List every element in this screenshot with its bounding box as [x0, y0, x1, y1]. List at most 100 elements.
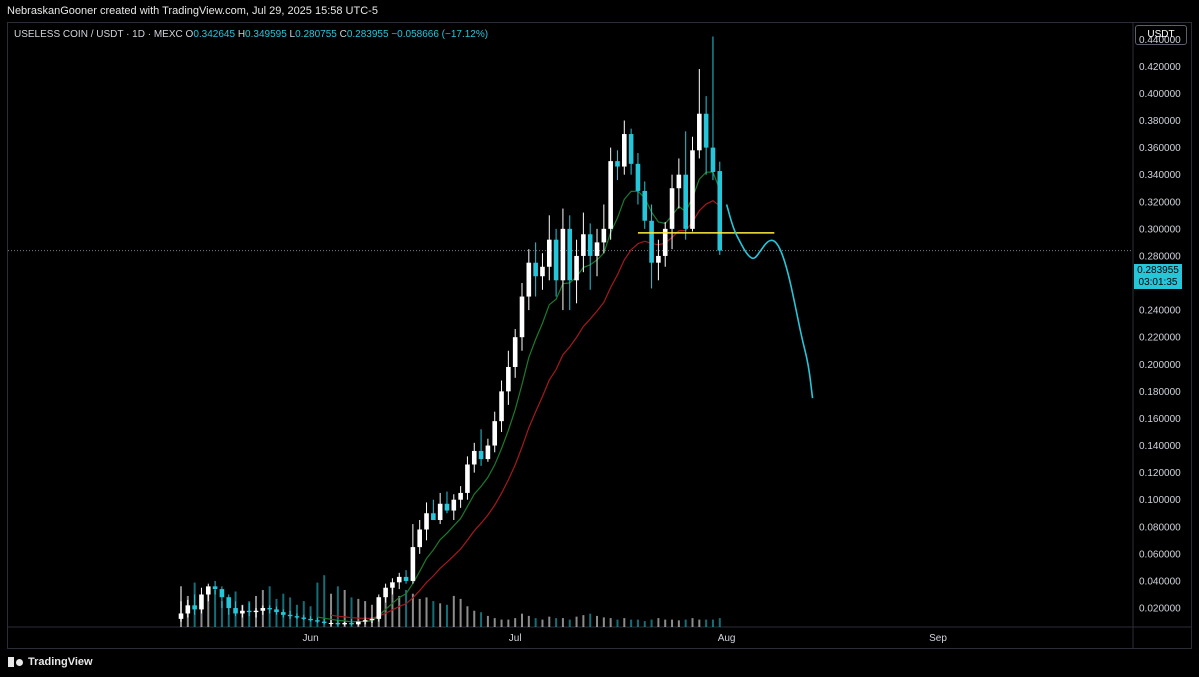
- volume-bar: [602, 617, 605, 627]
- candle-body: [499, 391, 504, 422]
- candle-body: [656, 255, 661, 263]
- candle-body: [321, 621, 327, 623]
- tradingview-logo[interactable]: TradingView: [8, 656, 93, 668]
- volume-bar: [548, 616, 551, 627]
- volume-bar: [452, 595, 455, 627]
- candle-body: [608, 161, 613, 229]
- candle-body: [376, 597, 382, 619]
- volume-bar: [486, 615, 489, 627]
- currency-button[interactable]: USDT: [1135, 25, 1187, 45]
- volume-bar: [302, 601, 305, 627]
- candle-body: [465, 464, 470, 493]
- volume-layer: [180, 575, 721, 627]
- candle-body: [690, 150, 695, 229]
- x-tick-label: Aug: [718, 633, 736, 644]
- symbol-name: USELESS COIN / USDT · 1D · MEXC: [14, 29, 183, 40]
- volume-bar: [568, 619, 571, 627]
- candle-body: [226, 597, 232, 609]
- candle-body: [287, 614, 293, 617]
- candle-body: [519, 296, 525, 338]
- y-tick-label: 0.380000: [1139, 116, 1181, 127]
- symbol-legend: USELESS COIN / USDT · 1D · MEXC O0.34264…: [14, 28, 488, 42]
- volume-bar: [411, 593, 414, 627]
- y-axis: 0.020000 0.040000 0.060000 0.080000 0.100000…: [1139, 35, 1181, 615]
- candle-body: [703, 113, 709, 148]
- candle-body: [458, 492, 463, 500]
- candle-body: [424, 513, 429, 530]
- candle-body: [390, 582, 395, 588]
- candle-body: [471, 450, 477, 465]
- candle-body: [478, 450, 484, 460]
- volume-bar: [527, 615, 530, 627]
- volume-bar: [643, 621, 646, 627]
- volume-bar: [534, 618, 537, 627]
- bar-countdown: 03:01:35: [1138, 277, 1178, 288]
- low-label: L: [289, 29, 296, 40]
- volume-bar: [439, 603, 442, 627]
- volume-bar: [473, 610, 476, 627]
- candle-body: [635, 163, 641, 191]
- candle-body: [451, 499, 457, 511]
- candle-body: [553, 239, 559, 281]
- candle-body: [649, 220, 654, 263]
- candle-body: [315, 620, 320, 622]
- volume-bar: [650, 619, 653, 627]
- volume-bar: [521, 613, 523, 627]
- candle-body: [512, 337, 518, 367]
- volume-bar: [405, 590, 408, 627]
- fast-moving-average: [317, 171, 721, 623]
- candle-body: [274, 609, 279, 613]
- volume-bar: [466, 606, 469, 627]
- volume-bar: [657, 618, 660, 627]
- last-price: 0.283955: [1137, 265, 1179, 276]
- volume-bar: [350, 597, 353, 627]
- volume-bar: [630, 619, 633, 627]
- candle-body: [697, 113, 702, 151]
- volume-bar: [623, 618, 626, 627]
- candle-body: [199, 594, 204, 610]
- volume-bar: [698, 619, 701, 627]
- volume-bar: [459, 598, 462, 627]
- volume-bar: [316, 582, 319, 627]
- candle-body: [492, 421, 498, 446]
- volume-bar: [214, 590, 217, 627]
- y-tick-label: 0.160000: [1139, 414, 1181, 425]
- candle-body: [192, 605, 197, 610]
- y-tick-label: 0.060000: [1139, 549, 1181, 560]
- candle-body: [506, 366, 511, 392]
- candle-body: [383, 587, 388, 598]
- volume-bar: [677, 620, 680, 627]
- volume-bar: [582, 615, 585, 627]
- volume-bar: [561, 618, 564, 627]
- volume-bar: [555, 618, 558, 627]
- candle-body: [396, 576, 402, 583]
- y-tick-label: 0.300000: [1139, 224, 1181, 235]
- candle-body: [587, 234, 593, 256]
- candle-body: [205, 586, 211, 595]
- candle-body: [301, 617, 307, 619]
- volume-bar: [684, 619, 687, 627]
- volume-bar: [589, 613, 592, 627]
- x-tick-label: Jun: [303, 633, 319, 644]
- slow-moving-average: [330, 199, 721, 619]
- open-value: 0.342645: [193, 29, 236, 40]
- volume-bar: [493, 618, 496, 627]
- projection-path: [725, 204, 814, 399]
- volume-bar: [432, 601, 435, 627]
- volume-bar: [207, 593, 210, 627]
- candle-body: [294, 616, 300, 618]
- candle-body: [417, 529, 422, 548]
- candle-body: [328, 622, 334, 624]
- candle-body: [601, 228, 607, 243]
- volume-bar: [445, 604, 448, 627]
- y-tick-label: 0.340000: [1139, 170, 1181, 181]
- volume-bar: [671, 619, 674, 627]
- candle-body: [676, 174, 682, 189]
- candle-body: [260, 608, 266, 611]
- candle-body: [581, 234, 586, 256]
- volume-bar: [357, 598, 360, 627]
- moving-average-layer: [317, 171, 721, 623]
- y-tick-label: 0.180000: [1139, 387, 1181, 398]
- candle-body: [622, 134, 627, 167]
